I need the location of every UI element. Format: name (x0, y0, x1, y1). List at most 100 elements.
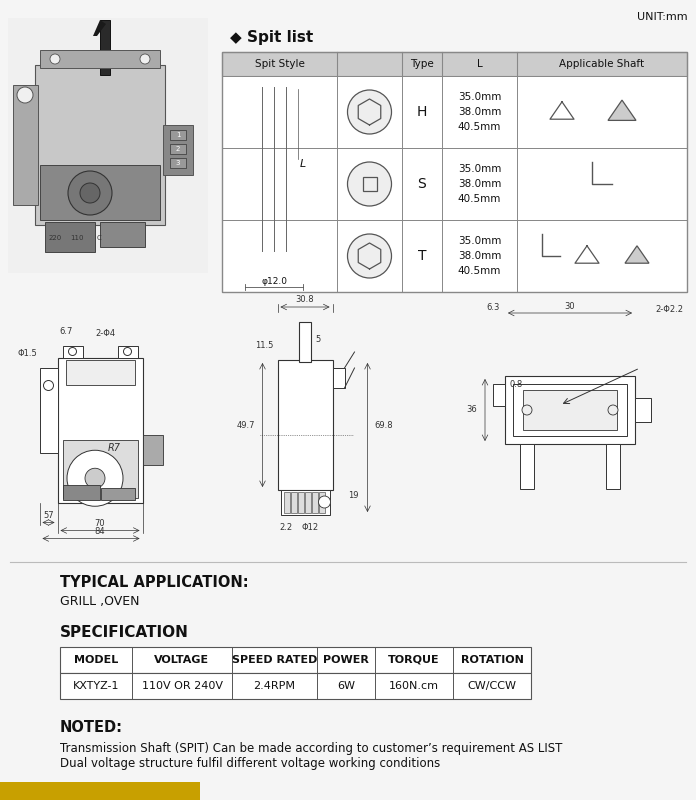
Text: 70: 70 (95, 519, 105, 529)
Bar (143, 435, 162, 465)
Text: 2-Φ4: 2-Φ4 (95, 329, 115, 338)
Bar (40, 165, 160, 220)
Bar (297, 492, 303, 513)
Bar (170, 130, 186, 140)
Circle shape (347, 90, 391, 134)
Circle shape (522, 405, 532, 415)
Bar (520, 444, 534, 489)
Text: 3: 3 (176, 160, 180, 166)
Text: Spit Style: Spit Style (255, 59, 304, 69)
Text: S: S (418, 177, 427, 191)
Bar (170, 144, 186, 154)
Bar (222, 76, 687, 148)
Circle shape (68, 347, 77, 355)
Text: KXTYZ-1: KXTYZ-1 (73, 681, 119, 691)
Bar (163, 125, 193, 175)
Bar (58, 358, 143, 502)
Text: 35.0mm
38.0mm
40.5mm: 35.0mm 38.0mm 40.5mm (458, 236, 501, 276)
Bar (319, 492, 324, 513)
Text: φ12.0: φ12.0 (261, 277, 287, 286)
Text: 30.8: 30.8 (296, 295, 315, 304)
Circle shape (50, 54, 60, 64)
Bar (100, 222, 145, 247)
Bar (63, 346, 83, 358)
Bar (523, 390, 617, 430)
Text: T: T (418, 249, 426, 263)
Circle shape (608, 405, 618, 415)
Bar (60, 647, 531, 673)
Bar (63, 440, 138, 498)
Circle shape (43, 381, 54, 390)
Text: UNIT:mm: UNIT:mm (638, 12, 688, 22)
Bar (13, 85, 38, 205)
Text: Type: Type (410, 59, 434, 69)
Text: Applicable Shaft: Applicable Shaft (560, 59, 644, 69)
Bar (245, 254, 304, 272)
Text: 2.2: 2.2 (279, 523, 292, 532)
Bar (283, 492, 290, 513)
Bar (118, 346, 138, 358)
Circle shape (67, 450, 123, 506)
Bar (278, 360, 333, 490)
Bar (8, 18, 208, 273)
Bar (40, 50, 160, 68)
Text: 49.7: 49.7 (237, 421, 255, 430)
Circle shape (123, 347, 132, 355)
Text: NOTED:: NOTED: (60, 720, 123, 735)
Bar (252, 84, 297, 254)
Text: 220: 220 (49, 235, 62, 241)
Text: 2.4RPM: 2.4RPM (253, 681, 296, 691)
Text: ROTATION: ROTATION (461, 655, 523, 665)
Text: 69.8: 69.8 (374, 421, 393, 430)
Bar (363, 177, 377, 191)
Bar (100, 487, 134, 499)
Text: 57: 57 (43, 511, 54, 521)
Bar (222, 220, 687, 292)
Bar (333, 368, 345, 388)
Bar (40, 367, 58, 453)
Text: 6W: 6W (337, 681, 355, 691)
Bar (222, 148, 687, 220)
Text: C: C (97, 235, 102, 241)
Text: Φ1.5: Φ1.5 (18, 349, 38, 358)
Circle shape (80, 183, 100, 203)
Bar (222, 52, 687, 76)
Polygon shape (625, 246, 649, 263)
Text: GRILL ,OVEN: GRILL ,OVEN (60, 595, 139, 608)
Text: L: L (477, 59, 482, 69)
Text: 2: 2 (176, 146, 180, 152)
Text: 11.5: 11.5 (255, 342, 274, 350)
Text: 35.0mm
38.0mm
40.5mm: 35.0mm 38.0mm 40.5mm (458, 92, 501, 132)
Text: Φ12: Φ12 (301, 523, 319, 532)
Bar (290, 492, 296, 513)
Polygon shape (608, 100, 636, 120)
Text: TORQUE: TORQUE (388, 655, 440, 665)
Bar (513, 384, 627, 436)
Text: 36: 36 (466, 406, 477, 414)
Text: 0.8: 0.8 (510, 380, 523, 389)
Text: 5: 5 (315, 335, 320, 345)
Text: TYPICAL APPLICATION:: TYPICAL APPLICATION: (60, 575, 248, 590)
Bar (280, 490, 329, 515)
Circle shape (68, 171, 112, 215)
Text: POWER: POWER (323, 655, 369, 665)
Text: 19: 19 (349, 490, 359, 499)
Text: 1: 1 (176, 132, 180, 138)
Circle shape (140, 54, 150, 64)
Polygon shape (93, 20, 106, 36)
Bar (493, 384, 505, 406)
Text: H: H (417, 105, 427, 119)
Bar (312, 492, 317, 513)
Text: 110: 110 (70, 235, 84, 241)
Bar (63, 485, 100, 499)
Bar (100, 20, 110, 75)
Bar (299, 322, 311, 362)
Bar (45, 222, 95, 252)
Bar (170, 158, 186, 168)
Bar (0, 782, 200, 800)
Text: Transmission Shaft (SPIT) Can be made according to customer’s requirement AS LIS: Transmission Shaft (SPIT) Can be made ac… (60, 742, 562, 755)
Bar (35, 65, 165, 225)
Text: SPEED RATED: SPEED RATED (232, 655, 317, 665)
Bar (305, 492, 310, 513)
Circle shape (347, 234, 391, 278)
